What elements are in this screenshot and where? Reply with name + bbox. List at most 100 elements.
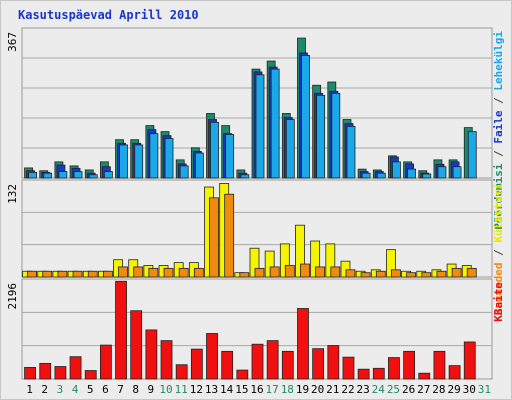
bar-kbaite-1 bbox=[24, 366, 36, 380]
x-tick-label: 28 bbox=[432, 383, 445, 396]
x-tick-label: 31 bbox=[478, 383, 491, 396]
x-tick-label: 17 bbox=[266, 383, 279, 396]
x-tick-label: 6 bbox=[102, 383, 109, 396]
bar-aruanded-21 bbox=[330, 266, 341, 278]
legend-entry: Külastusi bbox=[492, 183, 505, 243]
bar-kbaite-7 bbox=[115, 280, 127, 380]
bar-aruanded-22 bbox=[345, 269, 356, 278]
bar-kbaite-6 bbox=[99, 344, 112, 380]
bar-lehekülgi-30 bbox=[467, 131, 477, 179]
x-tick-label: 24 bbox=[372, 383, 386, 396]
bar-lehekülgi-15 bbox=[240, 174, 250, 179]
bar-kbaite-9 bbox=[145, 329, 158, 380]
bar-kbaite-30 bbox=[463, 341, 476, 380]
bar-aruanded-14 bbox=[224, 193, 235, 278]
x-tick-label: 30 bbox=[463, 383, 476, 396]
bar-aruanded-20 bbox=[315, 266, 326, 278]
bar-aruanded-29 bbox=[451, 267, 462, 278]
bar-kbaite-24 bbox=[372, 367, 385, 380]
x-tick-label: 3 bbox=[57, 383, 64, 396]
bar-aruanded-5 bbox=[87, 270, 98, 278]
bar-aruanded-16 bbox=[254, 267, 265, 278]
x-tick-label: 2 bbox=[41, 383, 48, 396]
x-tick-label: 14 bbox=[220, 383, 234, 396]
legend-entry: Faile bbox=[492, 110, 505, 143]
x-tick-label: 12 bbox=[190, 383, 203, 396]
x-tick-label: 20 bbox=[311, 383, 324, 396]
bar-lehekülgi-25 bbox=[392, 161, 401, 179]
bar-kbaite-16 bbox=[251, 343, 264, 380]
x-tick-label: 5 bbox=[87, 383, 94, 396]
legend-separator: / bbox=[492, 243, 505, 263]
bar-lehekülgi-19 bbox=[301, 55, 310, 179]
bar-lehekülgi-12 bbox=[194, 152, 204, 179]
bar-lehekülgi-18 bbox=[285, 119, 295, 179]
bar-lehekülgi-14 bbox=[225, 134, 235, 179]
bar-kbaite-26 bbox=[403, 350, 416, 380]
bar-aruanded-4 bbox=[72, 270, 83, 278]
bar-lehekülgi-20 bbox=[316, 94, 326, 179]
bar-aruanded-30 bbox=[466, 267, 477, 278]
x-tick-label: 22 bbox=[341, 383, 354, 396]
bar-lehekülgi-8 bbox=[134, 144, 144, 179]
panel-3-max-label: 2196 bbox=[6, 283, 19, 310]
bar-lehekülgi-28 bbox=[437, 166, 447, 179]
bar-külastusi-19 bbox=[295, 224, 305, 278]
bar-kbaite-13 bbox=[206, 333, 218, 380]
bar-külastusi-25 bbox=[386, 249, 396, 278]
bar-lehekülgi-7 bbox=[119, 144, 128, 179]
bar-kbaite-27 bbox=[418, 372, 431, 380]
legend-separator: / bbox=[492, 144, 505, 164]
x-tick-label: 19 bbox=[296, 383, 309, 396]
x-tick-label: 25 bbox=[387, 383, 400, 396]
bar-lehekülgi-13 bbox=[210, 121, 219, 179]
bar-lehekülgi-22 bbox=[346, 125, 356, 179]
bar-kbaite-8 bbox=[130, 310, 143, 380]
bar-kbaite-23 bbox=[357, 368, 370, 380]
bar-külastusi-16 bbox=[249, 247, 260, 278]
bar-aruanded-13 bbox=[209, 197, 219, 278]
bar-aruanded-23 bbox=[360, 272, 371, 278]
bar-lehekülgi-16 bbox=[255, 74, 265, 179]
bar-kbaite-10 bbox=[160, 340, 173, 380]
bar-külastusi-22 bbox=[340, 260, 351, 278]
bar-aruanded-19 bbox=[300, 263, 310, 278]
bar-kbaite-3 bbox=[54, 366, 67, 380]
bar-kbaite-11 bbox=[175, 364, 188, 380]
bar-kbaite-28 bbox=[433, 350, 446, 380]
bar-aruanded-18 bbox=[284, 265, 295, 278]
bar-kbaite-12 bbox=[190, 348, 203, 380]
bar-kbaite-5 bbox=[84, 370, 97, 380]
legend-separator: / bbox=[492, 91, 505, 111]
x-tick-label: 13 bbox=[205, 383, 218, 396]
x-tick-label: 15 bbox=[235, 383, 248, 396]
bar-aruanded-6 bbox=[102, 270, 113, 278]
bar-kbaite-25 bbox=[388, 357, 400, 380]
bar-kbaite-29 bbox=[448, 365, 461, 380]
bar-lehekülgi-27 bbox=[422, 173, 432, 179]
x-tick-label: 10 bbox=[159, 383, 172, 396]
bar-külastusi-18 bbox=[279, 243, 290, 278]
bar-aruanded-24 bbox=[375, 270, 386, 278]
panel-1-max-label: 367 bbox=[6, 32, 19, 52]
x-tick-label: 4 bbox=[72, 383, 79, 396]
panel-3-legend: KBaite bbox=[492, 282, 505, 322]
x-tick-label: 16 bbox=[250, 383, 263, 396]
bar-külastusi-21 bbox=[325, 243, 336, 278]
bar-lehekülgi-17 bbox=[270, 68, 280, 179]
bar-lehekülgi-6 bbox=[103, 171, 113, 179]
bar-lehekülgi-5 bbox=[88, 174, 98, 179]
bar-aruanded-17 bbox=[269, 266, 280, 278]
bar-lehekülgi-29 bbox=[452, 166, 462, 179]
bar-aruanded-3 bbox=[57, 270, 68, 278]
x-tick-label: 7 bbox=[117, 383, 124, 396]
chart-title: Kasutuspäevad Aprill 2010 bbox=[18, 8, 199, 22]
bar-külastusi-20 bbox=[310, 240, 321, 278]
bar-aruanded-27 bbox=[421, 272, 432, 278]
legend-entry: KBaite bbox=[492, 282, 505, 322]
x-tick-label: 1 bbox=[26, 383, 33, 396]
x-tick-label: 8 bbox=[132, 383, 139, 396]
panel-2-max-label: 132 bbox=[6, 184, 19, 204]
x-tick-label: 21 bbox=[326, 383, 339, 396]
